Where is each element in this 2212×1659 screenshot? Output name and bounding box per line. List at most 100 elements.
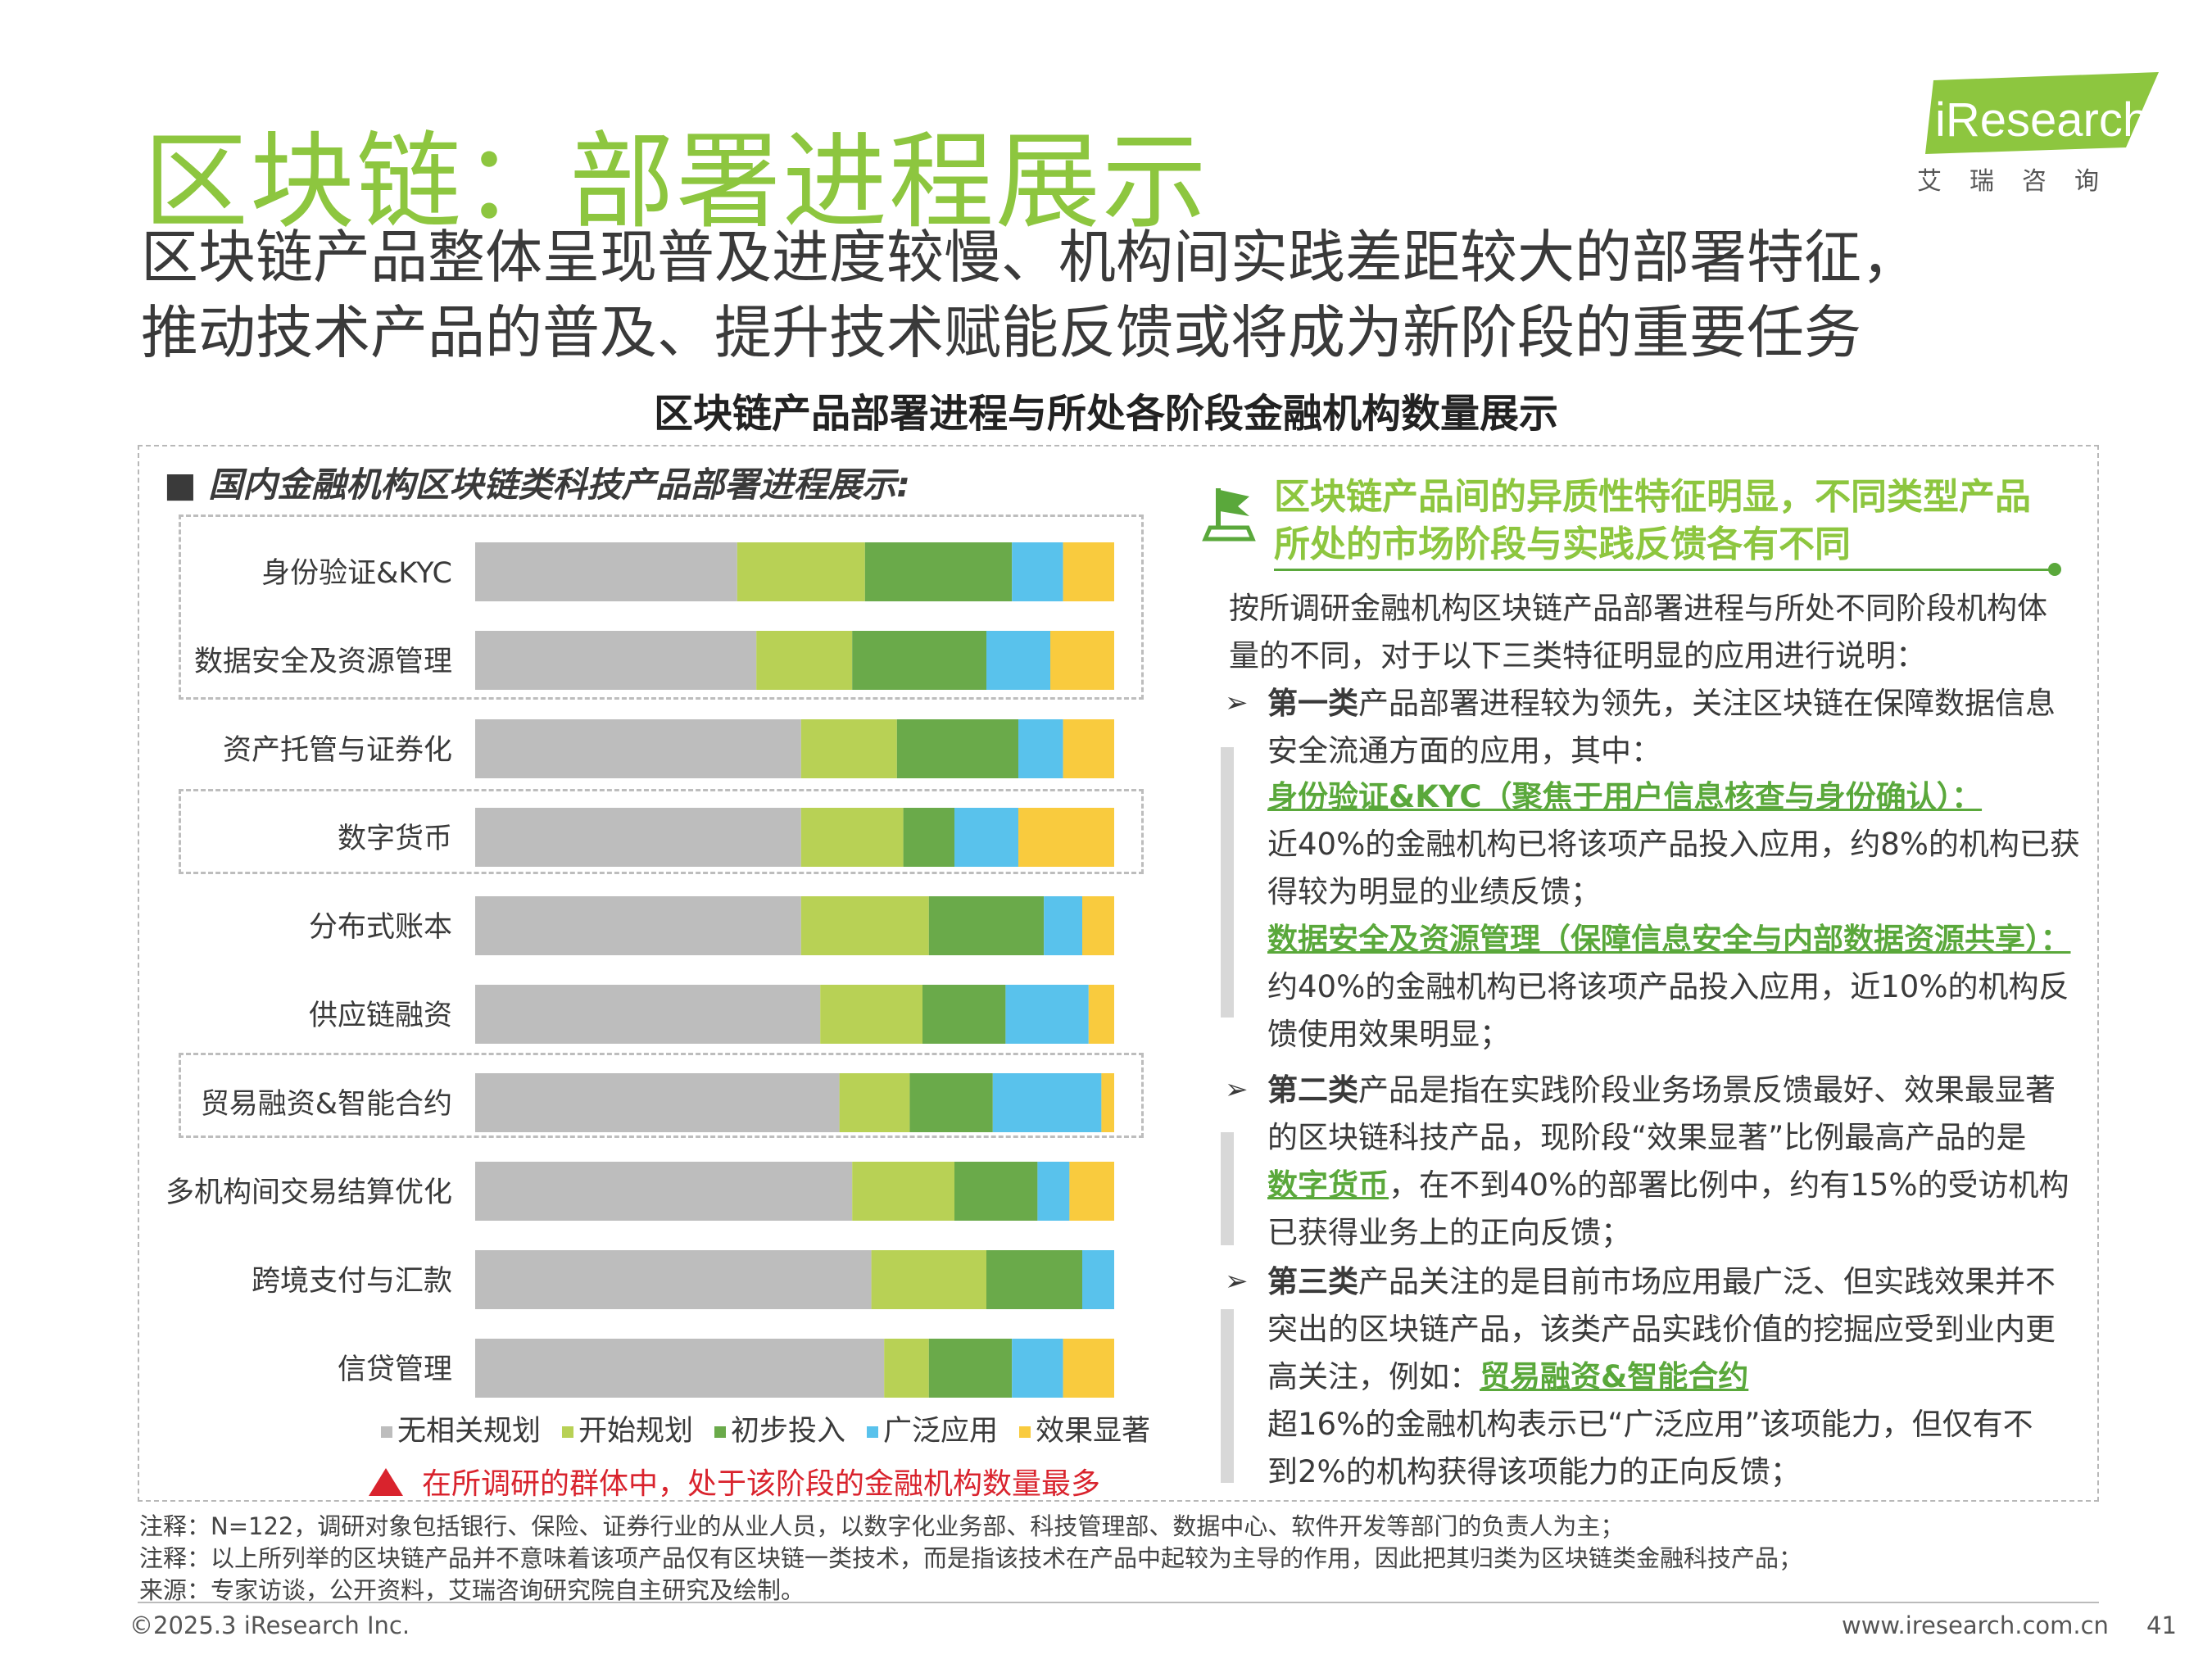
class1-item1-title: 身份验证&KYC（聚焦于用户信息核查与身份确认）： bbox=[1267, 779, 1983, 814]
content-frame bbox=[138, 445, 2099, 1502]
bar-segment-3 bbox=[864, 542, 1013, 601]
highlight-group-first-class bbox=[179, 514, 1144, 700]
bullet-arrow-icon: ➢ bbox=[1225, 1073, 1249, 1106]
legend-item-0: 无相关规划 bbox=[381, 1407, 541, 1449]
class1-item1-line-1: 近40%的金融机构已将该项产品投入应用，约8%的机构已获 bbox=[1267, 827, 2080, 862]
class3-label: 第三类 bbox=[1267, 1264, 1358, 1299]
bar-segment-1 bbox=[475, 985, 821, 1044]
heading-underline-dot bbox=[2048, 563, 2061, 576]
subtitle-line-1: 区块链产品整体呈现普及进度较慢、机构间实践差距较大的部署特征， bbox=[141, 224, 1919, 291]
class1-item2-line-1: 约40%的金融机构已将该项产品投入应用，近10%的机构反 bbox=[1267, 969, 2069, 1004]
bar-segment-4 bbox=[1005, 985, 1089, 1044]
legend-label-0: 无相关规划 bbox=[397, 1415, 542, 1448]
bar-segment-3 bbox=[928, 1339, 1013, 1398]
bar-segment-2 bbox=[839, 1073, 910, 1132]
category-label: 跨境支付与汇款 bbox=[252, 1265, 452, 1298]
logo-text: iResearch bbox=[1935, 93, 2149, 147]
category-label: 数字货币 bbox=[338, 823, 452, 855]
bar-segment-3 bbox=[954, 1162, 1038, 1221]
stacked-bar-chart: 身份验证&KYC 数据安全及资源管理资产托管与证券化数字货币分布式账本供应链融资贸… bbox=[165, 542, 1114, 1398]
class3-block: 第三类产品关注的是目前市场应用最广泛、但实践效果并不 突出的区块链产品，该类产品… bbox=[1267, 1258, 2056, 1496]
bar-segment-3 bbox=[852, 631, 986, 690]
intro-line-1: 按所调研金融机构区块链产品部署进程与所处不同阶段机构体 bbox=[1229, 591, 2047, 626]
class1-side-bar bbox=[1221, 747, 1234, 1018]
class3-highlight: 贸易融资&智能合约 bbox=[1480, 1359, 1749, 1394]
chart-legend: 无相关规划 开始规划 初步投入 广泛应用 效果显著 bbox=[381, 1407, 1150, 1449]
class1-label: 第一类 bbox=[1267, 686, 1358, 721]
heading-underline bbox=[1274, 569, 2056, 571]
class3-line-2: 突出的区块链产品，该类产品实践价值的挖掘应受到业内更 bbox=[1267, 1312, 2056, 1347]
class1-line-2: 安全流通方面的应用，其中： bbox=[1267, 733, 1661, 768]
warning-triangle-icon bbox=[369, 1468, 403, 1496]
category-label: 信贷管理 bbox=[338, 1353, 452, 1386]
legend-label-1: 开始规划 bbox=[578, 1415, 694, 1448]
bar-segment-4 bbox=[992, 1073, 1102, 1132]
class1-details: 身份验证&KYC（聚焦于用户信息核查与身份确认）： 近40%的金融机构已将该项产… bbox=[1267, 773, 2080, 1058]
footer-divider bbox=[138, 1602, 2099, 1603]
legend-item-2: 初步投入 bbox=[714, 1407, 845, 1449]
bar-segment-1 bbox=[475, 719, 801, 778]
flag-icon bbox=[1202, 488, 1256, 542]
bar-segment-1 bbox=[475, 1250, 872, 1309]
legend-swatch-3 bbox=[867, 1426, 879, 1438]
class2-line-3: ，在不到40%的部署比例中，约有15%的受访机构 bbox=[1389, 1167, 2069, 1203]
bar-segment-4 bbox=[1018, 719, 1063, 778]
class3-line-4: 超16%的金融机构表示已“广泛应用”该项能力，但仅有不 bbox=[1267, 1407, 2033, 1442]
bar-segment-1 bbox=[475, 896, 801, 955]
bar-segment-5 bbox=[1101, 1073, 1114, 1132]
bullet-arrow-icon: ➢ bbox=[1225, 687, 1249, 719]
note-line-2: 注释：以上所列举的区块链产品并不意味着该项产品仅有区块链一类技术，而是指该技术在… bbox=[139, 1544, 1803, 1572]
legend-item-1: 开始规划 bbox=[562, 1407, 693, 1449]
class3-line-5: 到2%的机构获得该项能力的正向反馈； bbox=[1267, 1454, 1801, 1489]
right-panel-heading: 区块链产品间的异质性特征明显，不同类型产品 所处的市场阶段与实践反馈各有不同 bbox=[1274, 474, 2031, 569]
bar-segment-5 bbox=[1050, 631, 1114, 690]
category-label: 供应链融资 bbox=[309, 999, 452, 1032]
bar-segment-2 bbox=[884, 1339, 929, 1398]
category-label: 多机构间交易结算优化 bbox=[165, 1176, 452, 1209]
class2-side-bar bbox=[1221, 1132, 1234, 1245]
notes: 注释：N=122，调研对象包括银行、保险、证券行业的从业人员，以数字化业务部、科… bbox=[139, 1511, 1802, 1607]
class3-side-bar bbox=[1221, 1309, 1234, 1483]
bar-segment-2 bbox=[756, 631, 853, 690]
bar-segment-3 bbox=[903, 808, 954, 867]
heading-line-2: 所处的市场阶段与实践反馈各有不同 bbox=[1274, 524, 1851, 565]
class1-intro: 第一类产品部署进程较为领先，关注区块链在保障数据信息 安全流通方面的应用，其中： bbox=[1267, 680, 2056, 775]
bar-segment-2 bbox=[800, 808, 904, 867]
subtitle-line-2: 推动技术产品的普及、提升技术赋能反馈或将成为新阶段的重要任务 bbox=[141, 299, 1861, 366]
note-line-1: 注释：N=122，调研对象包括银行、保险、证券行业的从业人员，以数字化业务部、科… bbox=[139, 1512, 1625, 1540]
website-link[interactable]: www.iresearch.com.cn bbox=[1842, 1611, 2109, 1639]
legend-swatch-0 bbox=[381, 1426, 392, 1438]
bar-segment-5 bbox=[1063, 542, 1114, 601]
bar-segment-2 bbox=[800, 719, 897, 778]
class2-line-1: 产品是指在实践阶段业务场景反馈最好、效果最显著 bbox=[1358, 1072, 2056, 1108]
legend-swatch-4 bbox=[1019, 1426, 1031, 1438]
legend-item-4: 效果显著 bbox=[1019, 1407, 1150, 1449]
legend-swatch-2 bbox=[714, 1426, 727, 1438]
bar-segment-2 bbox=[800, 896, 929, 955]
category-label: 贸易融资&智能合约 bbox=[201, 1088, 452, 1121]
class2-line-2: 的区块链科技产品，现阶段“效果显著”比例最高产品的是 bbox=[1267, 1120, 2027, 1155]
bar-segment-3 bbox=[922, 985, 1006, 1044]
category-label: 资产托管与证券化 bbox=[223, 734, 452, 767]
bar-segment-2 bbox=[871, 1250, 986, 1309]
bar-segment-1 bbox=[475, 631, 757, 690]
highlight-group-second-class bbox=[179, 789, 1144, 874]
class2-highlight: 数字货币 bbox=[1267, 1167, 1389, 1203]
bar-segment-5 bbox=[1063, 719, 1114, 778]
class2-block: 第二类产品是指在实践阶段业务场景反馈最好、效果最显著 的区块链科技产品，现阶段“… bbox=[1267, 1067, 2069, 1257]
highlight-group-third-class bbox=[179, 1053, 1144, 1138]
legend-item-3: 广泛应用 bbox=[867, 1407, 998, 1449]
bar-segment-4 bbox=[954, 808, 1018, 867]
bar-segment-5 bbox=[1088, 985, 1114, 1044]
legend-swatch-1 bbox=[562, 1426, 574, 1438]
heading-line-1: 区块链产品间的异质性特征明显，不同类型产品 bbox=[1274, 476, 2031, 518]
bar-segment-4 bbox=[986, 631, 1050, 690]
category-label: 身份验证&KYC bbox=[261, 557, 452, 590]
class1-item1-line-2: 得较为明显的业绩反馈； bbox=[1267, 874, 1601, 909]
bullet-arrow-icon: ➢ bbox=[1225, 1265, 1249, 1298]
logo-chinese-name: 艾瑞咨询 bbox=[1917, 167, 2127, 196]
legend-callout-note: 在所调研的群体中，处于该阶段的金融机构数量最多 bbox=[422, 1467, 1101, 1501]
class1-item2-title: 数据安全及资源管理（保障信息安全与内部数据资源共享）： bbox=[1267, 922, 2071, 957]
bar-segment-4 bbox=[1012, 542, 1063, 601]
page-number: 41 bbox=[2146, 1611, 2177, 1639]
